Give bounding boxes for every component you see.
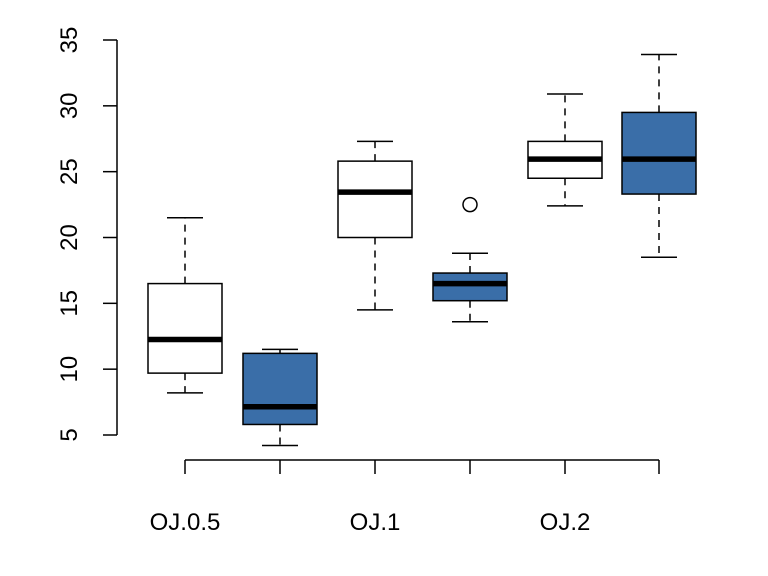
y-tick-label: 25 <box>56 158 83 185</box>
boxes <box>147 53 697 447</box>
box-iqr <box>147 282 223 374</box>
box-group <box>337 140 413 311</box>
x-tick-label: OJ.0.5 <box>150 509 221 536</box>
y-tick-label: 30 <box>56 92 83 119</box>
outlier-point <box>462 196 478 213</box>
y-tick-label: 35 <box>56 27 83 54</box>
box-iqr <box>242 352 318 426</box>
y-tick-label: 10 <box>56 356 83 383</box>
y-tick-label: 15 <box>56 290 83 317</box>
box-iqr <box>432 272 508 302</box>
box-group <box>621 53 697 258</box>
y-tick-label: 5 <box>56 428 83 441</box>
y-axis: 5 10 15 20 25 30 35 <box>56 27 118 442</box>
box-group <box>432 196 508 323</box>
x-tick-label: OJ.2 <box>540 509 591 536</box>
box-group <box>527 93 603 207</box>
x-axis: OJ.0.5 OJ.1 OJ.2 <box>150 459 660 536</box>
box-group <box>147 217 223 394</box>
x-tick-label: OJ.1 <box>350 509 401 536</box>
box-group <box>242 348 318 447</box>
box-iqr <box>621 111 697 195</box>
y-tick-label: 20 <box>56 224 83 251</box>
box-iqr <box>337 160 413 239</box>
